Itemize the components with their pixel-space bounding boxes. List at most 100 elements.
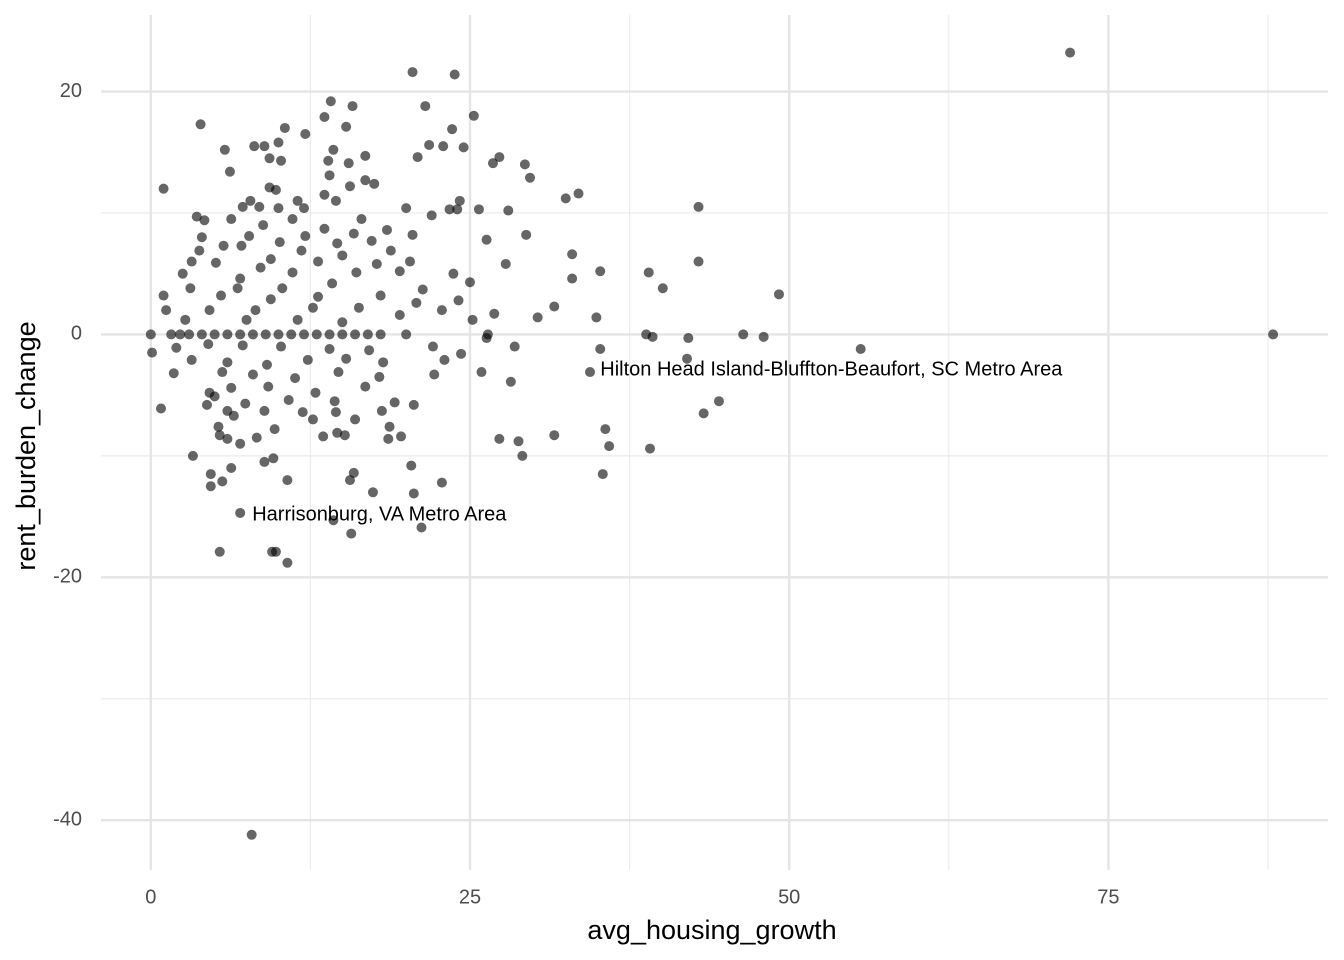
point [180, 314, 191, 325]
point [597, 469, 608, 480]
point [213, 421, 224, 432]
annotation: Hilton Head Island-Bluffton-Beaufort, SC… [600, 359, 1063, 381]
point [219, 144, 230, 155]
point [416, 522, 427, 533]
point [274, 237, 285, 248]
point [319, 189, 330, 200]
point [245, 195, 256, 206]
point [346, 528, 357, 539]
point [643, 267, 654, 278]
point [330, 407, 341, 418]
labels: 0 25 50 75 -40 -20 0 20 Hilton Head Island-Bluff… [53, 80, 1119, 908]
x-tick-label: 25 [459, 886, 481, 908]
point [241, 314, 252, 325]
point [273, 329, 284, 340]
point [323, 155, 334, 166]
point [458, 142, 469, 153]
point [350, 329, 361, 340]
point [300, 231, 311, 242]
point [382, 224, 393, 235]
point [277, 283, 288, 294]
x-tick-label: 0 [145, 886, 156, 908]
point [235, 329, 246, 340]
point [375, 329, 386, 340]
point [494, 152, 505, 163]
point [408, 488, 419, 499]
point [369, 178, 380, 189]
point [417, 284, 428, 295]
point [191, 211, 202, 222]
point [217, 367, 228, 378]
point [311, 329, 322, 340]
point [657, 283, 668, 294]
point [158, 183, 169, 194]
point [265, 294, 276, 305]
point [235, 273, 246, 284]
point [337, 329, 348, 340]
point [378, 357, 389, 368]
point [270, 546, 281, 557]
x-tick-label: 50 [778, 886, 800, 908]
point [330, 195, 341, 206]
point [341, 121, 352, 132]
point [319, 223, 330, 234]
point [279, 122, 290, 133]
point [168, 368, 179, 379]
point [226, 382, 237, 393]
point [384, 421, 395, 432]
annotation: Harrisonburg, VA Metro Area [252, 504, 507, 526]
point [258, 220, 269, 231]
point [396, 431, 407, 442]
point [500, 258, 511, 269]
point [171, 342, 182, 353]
point [389, 397, 400, 408]
point [210, 257, 221, 268]
point [341, 353, 352, 364]
point [177, 268, 188, 279]
point [645, 443, 656, 454]
point [214, 430, 225, 441]
point [237, 201, 248, 212]
point [595, 343, 606, 354]
point [273, 203, 284, 214]
point [464, 277, 475, 288]
point [713, 396, 724, 407]
point [194, 245, 205, 256]
point [1065, 47, 1076, 58]
point [364, 345, 375, 356]
point [444, 204, 455, 215]
point [214, 546, 225, 557]
point [356, 214, 367, 225]
point [255, 262, 266, 273]
point [449, 69, 460, 80]
point [487, 158, 498, 169]
point [261, 359, 272, 370]
point [332, 427, 343, 438]
point [408, 399, 419, 410]
point [217, 476, 228, 487]
point [299, 203, 310, 214]
point [313, 256, 324, 267]
point [424, 139, 435, 150]
point [147, 347, 158, 358]
point [549, 301, 560, 312]
point [297, 407, 308, 418]
point [185, 283, 196, 294]
point [292, 314, 303, 325]
y-tick-label: -40 [53, 808, 82, 830]
point [175, 329, 186, 340]
point [283, 394, 294, 405]
point [269, 424, 280, 435]
point [328, 515, 339, 526]
point [407, 229, 418, 240]
point [376, 405, 387, 416]
point [698, 408, 709, 419]
point [360, 150, 371, 161]
point [371, 258, 382, 269]
point [186, 354, 197, 365]
x-axis-title: avg_housing_growth [587, 915, 836, 945]
point [240, 398, 251, 409]
point [235, 438, 246, 449]
point [509, 341, 520, 352]
